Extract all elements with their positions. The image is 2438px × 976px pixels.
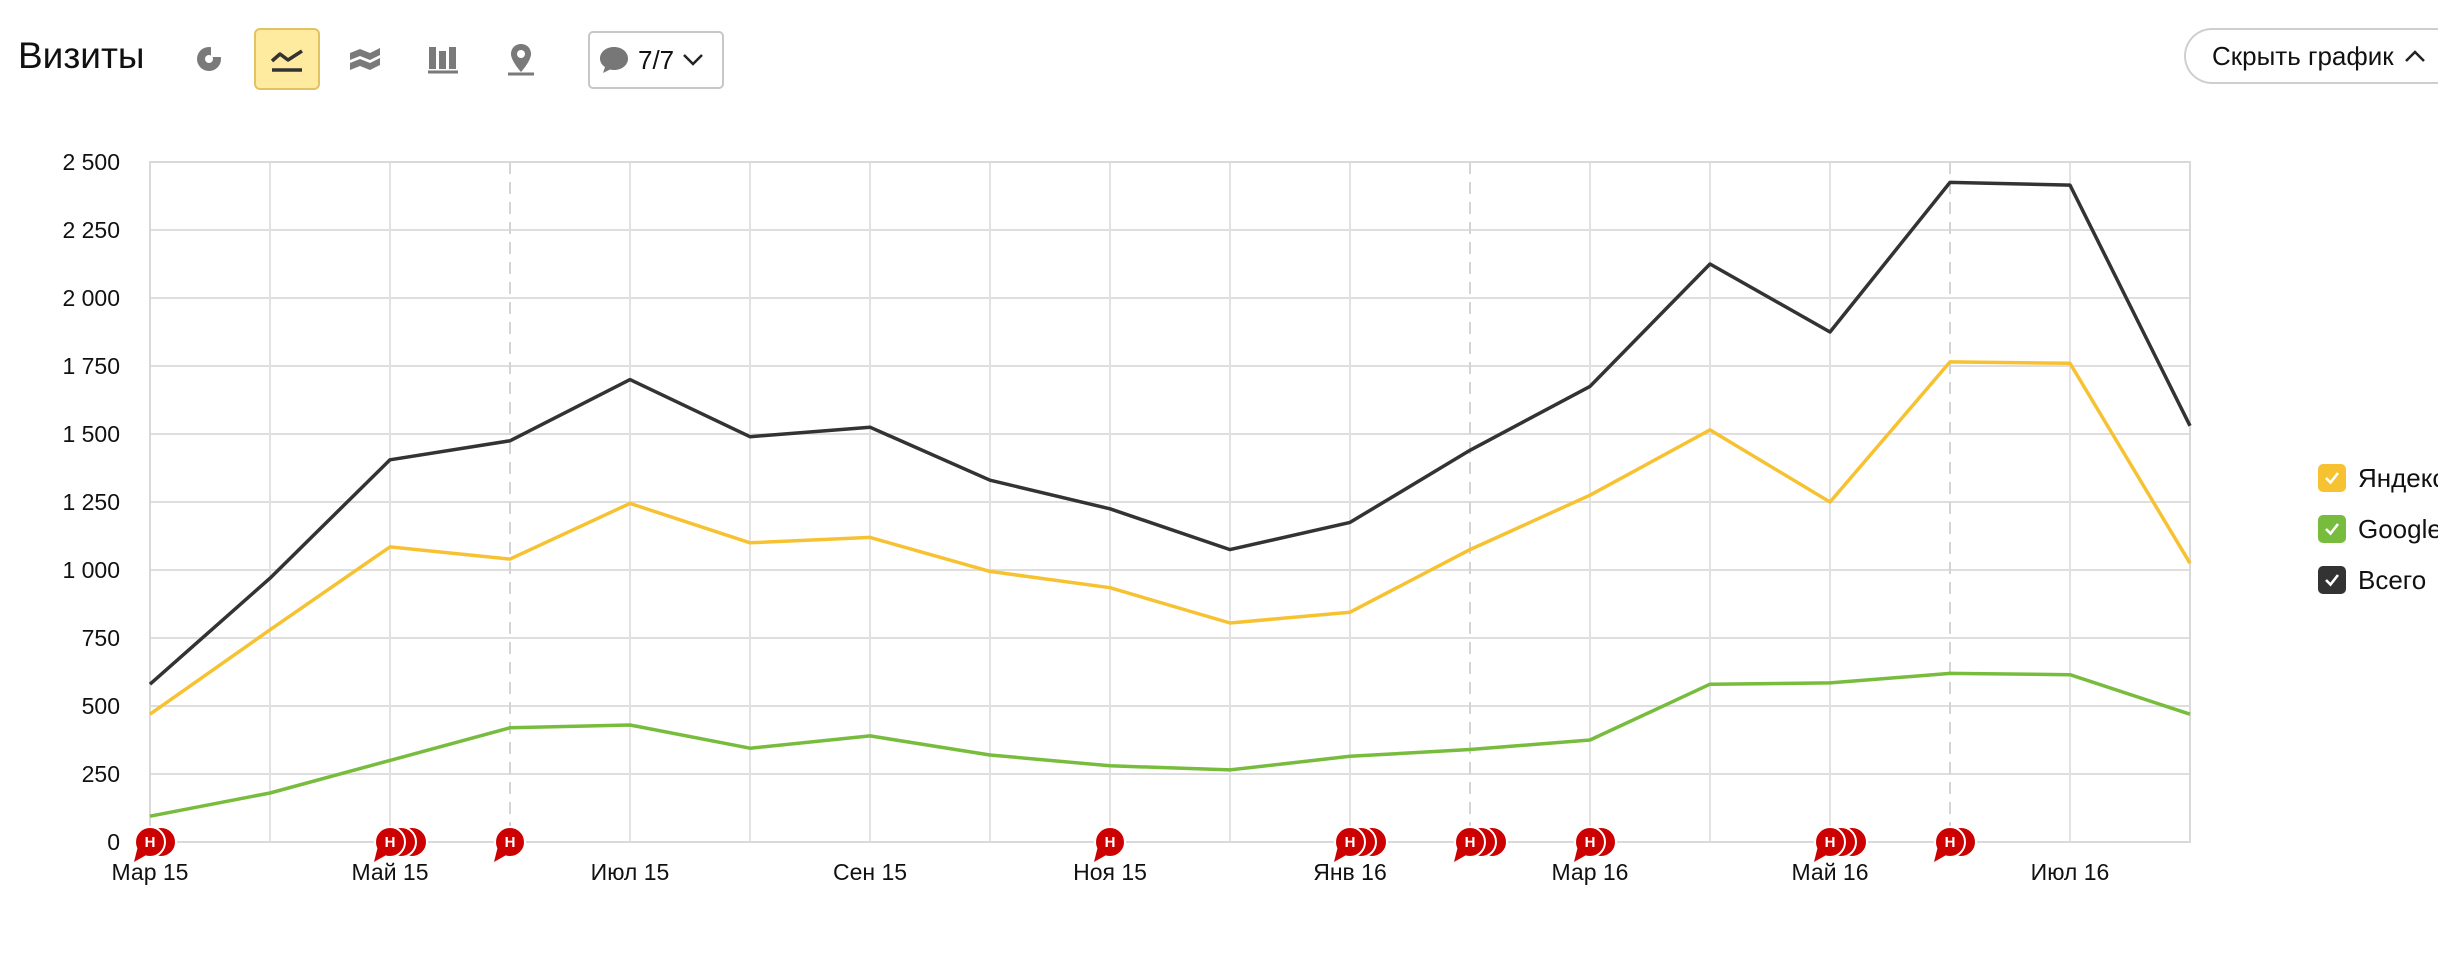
y-tick-label: 250: [82, 761, 120, 787]
page-title: Визиты: [18, 35, 145, 76]
notes-count-label: 7/7: [638, 44, 675, 75]
chevron-down-icon: [683, 54, 704, 66]
series-line: [148, 180, 2192, 686]
chevron-up-icon: [2404, 50, 2425, 62]
x-tick-label: Мар 16: [1552, 859, 1629, 885]
hide-chart-button[interactable]: Скрыть график: [2184, 28, 2438, 84]
note-marker-tail: [1574, 846, 1588, 862]
x-tick-label: Янв 16: [1313, 859, 1387, 885]
hide-chart-label: Скрыть график: [2212, 40, 2394, 71]
x-tick-label: Май 15: [351, 859, 428, 885]
x-tick-label: Мар 15: [112, 859, 189, 885]
note-marker-label: Н: [505, 834, 516, 851]
note-marker-bubble: [494, 826, 526, 858]
visits-line-chart: 0 250 500 750 1 000 1 250 1 500 1 750 2 000 2 250…: [62, 149, 2192, 885]
legend-item-total[interactable]: Всего: [2318, 562, 2438, 598]
note-marker-label: Н: [145, 834, 156, 851]
note-marker-label: Н: [1945, 834, 1956, 851]
y-tick-label: 1 500: [62, 421, 120, 447]
y-tick-label: 750: [82, 625, 120, 651]
note-marker-tail: [1814, 846, 1828, 862]
note-marker-bubble: [134, 826, 166, 858]
note-marker-label: Н: [385, 834, 396, 851]
y-tick-label: 0: [107, 829, 120, 855]
note-marker-bubble: [1094, 826, 1126, 858]
map-pin-icon: [508, 44, 534, 76]
note-marker-bubble: [1334, 826, 1366, 858]
note-marker-bubble: [374, 826, 406, 858]
y-tick-label: 1 250: [62, 489, 120, 515]
chart-type-bar-button[interactable]: [410, 28, 476, 90]
y-tick-label: 2 250: [62, 217, 120, 243]
note-marker-label: Н: [1345, 834, 1356, 851]
comment-icon: [600, 47, 628, 73]
legend-item-yandex[interactable]: Яндекс: [2318, 460, 2438, 496]
notes-filter-select[interactable]: 7/7: [588, 31, 724, 89]
area-chart-icon: [350, 48, 380, 70]
note-marker-tail: [1934, 846, 1948, 862]
y-tick-label: 500: [82, 693, 120, 719]
note-marker-tail: [1094, 846, 1108, 862]
x-tick-label: Май 16: [1791, 859, 1868, 885]
checkbox-checked-icon: [2318, 566, 2346, 594]
note-marker-tail: [1334, 846, 1348, 862]
plot-frame: [149, 161, 2191, 843]
note-marker-bubble: [1454, 826, 1486, 858]
note-marker-label: Н: [1825, 834, 1836, 851]
y-tick-label: 1 000: [62, 557, 120, 583]
note-marker-bubble: [1814, 826, 1846, 858]
y-tick-label: 2 000: [62, 285, 120, 311]
checkbox-checked-icon: [2318, 464, 2346, 492]
y-tick-label: 1 750: [62, 353, 120, 379]
note-marker-bubble: [1934, 826, 1966, 858]
note-marker-label: Н: [1465, 834, 1476, 851]
chart-type-pie-button[interactable]: [176, 28, 242, 90]
legend-label-total: Всего: [2358, 564, 2427, 595]
series-line: [149, 671, 2191, 818]
bar-chart-icon: [428, 47, 458, 74]
checkbox-checked-icon: [2318, 515, 2346, 543]
x-tick-label: Сен 15: [833, 859, 907, 885]
note-marker-bubble: [1574, 826, 1606, 858]
note-marker-label: Н: [1105, 834, 1116, 851]
note-marker-tail: [134, 846, 148, 862]
x-tick-label: Июл 15: [591, 859, 670, 885]
note-marker-tail: [374, 846, 388, 862]
x-tick-label: Ноя 15: [1073, 859, 1147, 885]
y-tick-label: 2 500: [62, 149, 120, 175]
legend-item-google[interactable]: Google: [2318, 511, 2438, 547]
legend-label-google: Google: [2358, 513, 2438, 544]
x-tick-label: Июл 16: [2031, 859, 2110, 885]
series-line: [148, 360, 2192, 716]
pie-chart-icon: [197, 45, 223, 71]
chart-type-area-button[interactable]: [332, 28, 398, 90]
chart-type-map-button[interactable]: [488, 28, 554, 90]
chart-type-line-button[interactable]: [254, 28, 320, 90]
note-marker-tail: [1454, 846, 1468, 862]
note-marker-label: Н: [1585, 834, 1596, 851]
legend-label-yandex: Яндекс: [2358, 462, 2438, 493]
chart-legend: Яндекс Google Всего: [2318, 460, 2438, 613]
note-marker-tail: [494, 846, 508, 862]
line-chart-icon: [270, 49, 303, 72]
